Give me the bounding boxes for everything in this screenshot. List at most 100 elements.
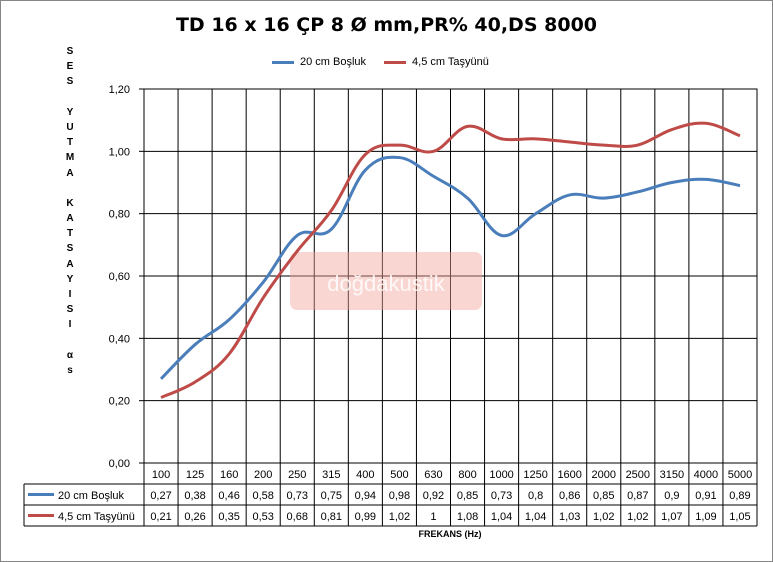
x-tick-label: 2000 [592, 469, 616, 481]
table-value-series-2: 1,09 [695, 511, 716, 523]
table-value-series-2: 0,68 [287, 511, 308, 523]
x-tick-label: 1600 [557, 469, 581, 481]
x-tick-label: 1000 [489, 469, 513, 481]
chart-title: TD 16 x 16 ÇP 8 Ø mm,PR% 40,DS 8000 [175, 14, 598, 36]
x-tick-label: 400 [356, 469, 374, 481]
table-value-series-1: 0,73 [287, 490, 308, 502]
x-tick-label: 250 [288, 469, 306, 481]
y-axis-label-letter: I [68, 319, 72, 331]
x-axis-label: FREKANS (Hz) [418, 529, 482, 539]
x-tick-label: 160 [220, 469, 238, 481]
y-axis-label-letter: A [66, 213, 74, 225]
series-point-1 [534, 212, 537, 215]
series-point-2 [398, 144, 401, 147]
y-axis-label-letter: S [66, 46, 74, 57]
y-axis-label-letter: I [68, 289, 72, 300]
table-value-series-2: 1,08 [457, 511, 478, 523]
table-value-series-1: 0,75 [321, 490, 342, 502]
x-tick-label: 2500 [626, 469, 650, 481]
y-tick-label: 1,20 [109, 84, 130, 96]
table-series-name-1: 20 cm Boşluk [58, 490, 125, 502]
y-tick-label: 0,80 [109, 209, 130, 221]
table-value-series-2: 0,35 [218, 511, 239, 523]
series-point-1 [500, 234, 503, 237]
table-value-series-2: 1,05 [729, 511, 750, 523]
table-value-series-2: 0,26 [184, 511, 205, 523]
y-axis-label-letter: S [66, 76, 74, 88]
table-value-series-2: 0,81 [321, 511, 342, 523]
table-value-series-1: 0,92 [423, 490, 444, 502]
series-point-2 [228, 352, 231, 355]
series-point-2 [704, 122, 707, 125]
y-axis-label-letter: S [66, 243, 74, 255]
table-value-series-1: 0,8 [528, 490, 543, 502]
series-point-2 [194, 380, 197, 383]
y-tick-label: 0,60 [109, 271, 130, 283]
series-point-1 [364, 169, 367, 172]
table-value-series-2: 0,99 [355, 511, 376, 523]
table-value-series-2: 1,07 [661, 511, 682, 523]
table-value-series-1: 0,9 [664, 490, 679, 502]
series-point-2 [466, 125, 469, 128]
series-point-2 [160, 396, 163, 399]
series-point-1 [670, 181, 673, 184]
table-value-series-1: 0,85 [593, 490, 614, 502]
x-tick-label: 100 [152, 469, 170, 481]
table-value-series-2: 1,02 [389, 511, 410, 523]
x-tick-label: 4000 [694, 469, 718, 481]
series-point-1 [330, 228, 333, 231]
table-value-series-1: 0,94 [355, 490, 376, 502]
table-value-series-2: 1,02 [627, 511, 648, 523]
table-value-series-1: 0,86 [559, 490, 580, 502]
table-value-series-1: 0,89 [729, 490, 750, 502]
table-value-series-1: 0,85 [457, 490, 478, 502]
y-axis-label-letter: E [66, 61, 74, 73]
series-point-1 [738, 184, 741, 187]
table-value-series-1: 0,91 [695, 490, 716, 502]
legend-item-series-2: 4,5 cm Taşyünü [384, 56, 489, 68]
y-axis-label-letter: A [66, 167, 74, 179]
y-tick-label: 0,20 [109, 396, 130, 408]
series-point-1 [296, 234, 299, 237]
x-tick-label: 800 [458, 469, 476, 481]
y-axis-label-letter: Y [66, 273, 74, 285]
y-tick-label: 0,40 [109, 333, 130, 345]
series-point-1 [568, 193, 571, 196]
legend-label-series-1: 20 cm Boşluk [300, 56, 367, 68]
table-value-series-1: 0,46 [218, 490, 239, 502]
table-value-series-2: 1,02 [593, 511, 614, 523]
y-axis-label-letter: K [66, 197, 74, 209]
table-value-series-1: 0,38 [184, 490, 205, 502]
series-point-2 [262, 296, 265, 299]
series-point-1 [636, 190, 639, 193]
y-axis-label-letter: T [66, 228, 74, 240]
legend: 20 cm Boşluk 4,5 cm Taşyünü [272, 56, 489, 68]
table-value-series-1: 0,58 [252, 490, 273, 502]
series-point-1 [398, 156, 401, 159]
series-point-1 [228, 318, 231, 321]
series-point-2 [602, 144, 605, 147]
y-axis-label-letter: T [66, 137, 74, 149]
table-value-series-1: 0,98 [389, 490, 410, 502]
x-tick-label: 315 [322, 469, 340, 481]
watermark-box [290, 252, 482, 310]
x-tick-label: 5000 [728, 469, 752, 481]
legend-swatch-series-1 [272, 60, 294, 64]
table-value-series-2: 1,04 [491, 511, 512, 523]
series-point-2 [500, 137, 503, 140]
table-value-series-1: 0,27 [150, 490, 171, 502]
y-axis-label-letter: Y [66, 106, 74, 118]
table-value-series-2: 0,53 [252, 511, 273, 523]
table-value-series-2: 0,21 [150, 511, 171, 523]
watermark-text: doğdakustik [327, 271, 445, 296]
y-tick-label: 0,00 [109, 458, 130, 470]
series-point-2 [432, 150, 435, 153]
y-axis-label-letter: A [66, 258, 74, 270]
legend-swatch-series-2 [384, 60, 407, 64]
table-value-series-1: 0,87 [627, 490, 648, 502]
y-axis-label-letter: U [66, 121, 74, 133]
table-value-series-2: 1,04 [525, 511, 546, 523]
